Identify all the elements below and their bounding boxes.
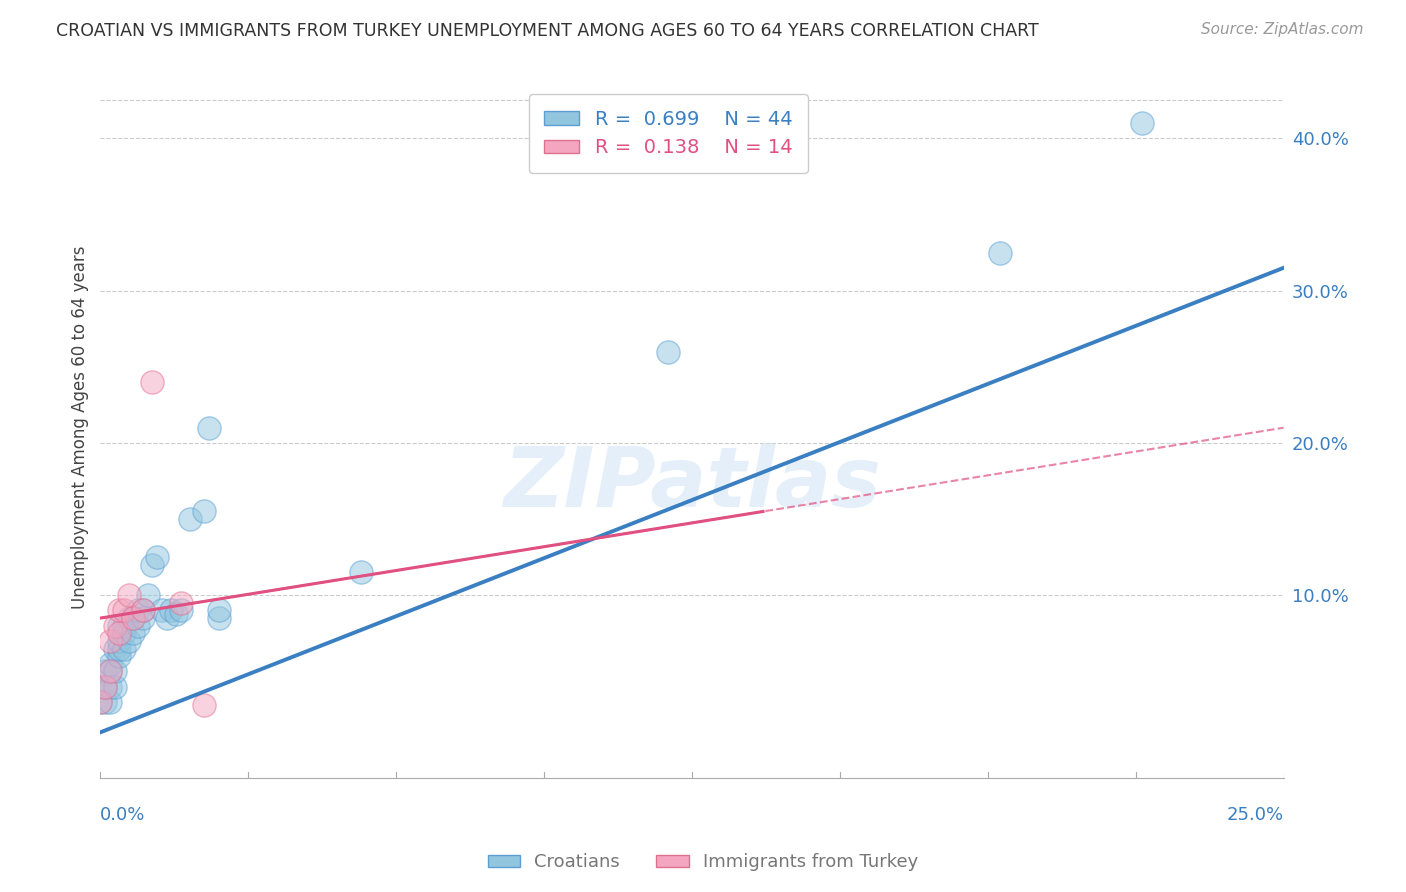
Point <box>150 603 173 617</box>
Point <box>198 421 221 435</box>
Text: ZIPatlas: ZIPatlas <box>503 443 882 524</box>
Point <box>170 603 193 617</box>
Point <box>112 603 135 617</box>
Point <box>127 618 149 632</box>
Point <box>112 618 135 632</box>
Point <box>141 558 163 572</box>
Point <box>108 618 131 632</box>
Point <box>108 626 131 640</box>
Point <box>94 680 117 694</box>
Legend: Croatians, Immigrants from Turkey: Croatians, Immigrants from Turkey <box>481 847 925 879</box>
Point <box>208 611 231 625</box>
Point <box>98 657 121 671</box>
Point <box>657 344 679 359</box>
Point <box>179 512 201 526</box>
Point <box>108 603 131 617</box>
Text: Source: ZipAtlas.com: Source: ZipAtlas.com <box>1201 22 1364 37</box>
Point <box>165 607 187 621</box>
Point <box>118 634 141 648</box>
Legend: R =  0.699    N = 44, R =  0.138    N = 14: R = 0.699 N = 44, R = 0.138 N = 14 <box>529 95 808 173</box>
Point <box>112 626 135 640</box>
Point <box>103 665 125 679</box>
Text: 25.0%: 25.0% <box>1226 806 1284 824</box>
Point <box>118 588 141 602</box>
Point <box>94 665 117 679</box>
Point <box>108 634 131 648</box>
Point <box>94 680 117 694</box>
Point <box>98 680 121 694</box>
Point <box>122 611 145 625</box>
Point <box>89 695 111 709</box>
Point <box>160 603 183 617</box>
Point <box>89 695 111 709</box>
Point <box>122 626 145 640</box>
Point <box>98 665 121 679</box>
Point <box>98 665 121 679</box>
Point <box>132 603 155 617</box>
Point <box>127 603 149 617</box>
Point <box>988 245 1011 260</box>
Point <box>136 588 159 602</box>
Point <box>1130 116 1153 130</box>
Point <box>141 375 163 389</box>
Point <box>108 649 131 664</box>
Point <box>108 641 131 656</box>
Point <box>132 611 155 625</box>
Text: CROATIAN VS IMMIGRANTS FROM TURKEY UNEMPLOYMENT AMONG AGES 60 TO 64 YEARS CORREL: CROATIAN VS IMMIGRANTS FROM TURKEY UNEMP… <box>56 22 1039 40</box>
Point <box>94 680 117 694</box>
Point <box>118 611 141 625</box>
Point <box>208 603 231 617</box>
Point <box>94 695 117 709</box>
Point <box>193 504 215 518</box>
Point <box>103 618 125 632</box>
Point <box>170 596 193 610</box>
Point <box>122 611 145 625</box>
Point <box>132 603 155 617</box>
Point <box>156 611 179 625</box>
Point <box>112 641 135 656</box>
Point <box>146 550 169 565</box>
Point <box>103 680 125 694</box>
Point <box>98 695 121 709</box>
Text: 0.0%: 0.0% <box>100 806 146 824</box>
Point <box>98 634 121 648</box>
Point <box>103 641 125 656</box>
Point <box>350 566 373 580</box>
Point <box>193 698 215 712</box>
Y-axis label: Unemployment Among Ages 60 to 64 years: Unemployment Among Ages 60 to 64 years <box>72 246 89 609</box>
